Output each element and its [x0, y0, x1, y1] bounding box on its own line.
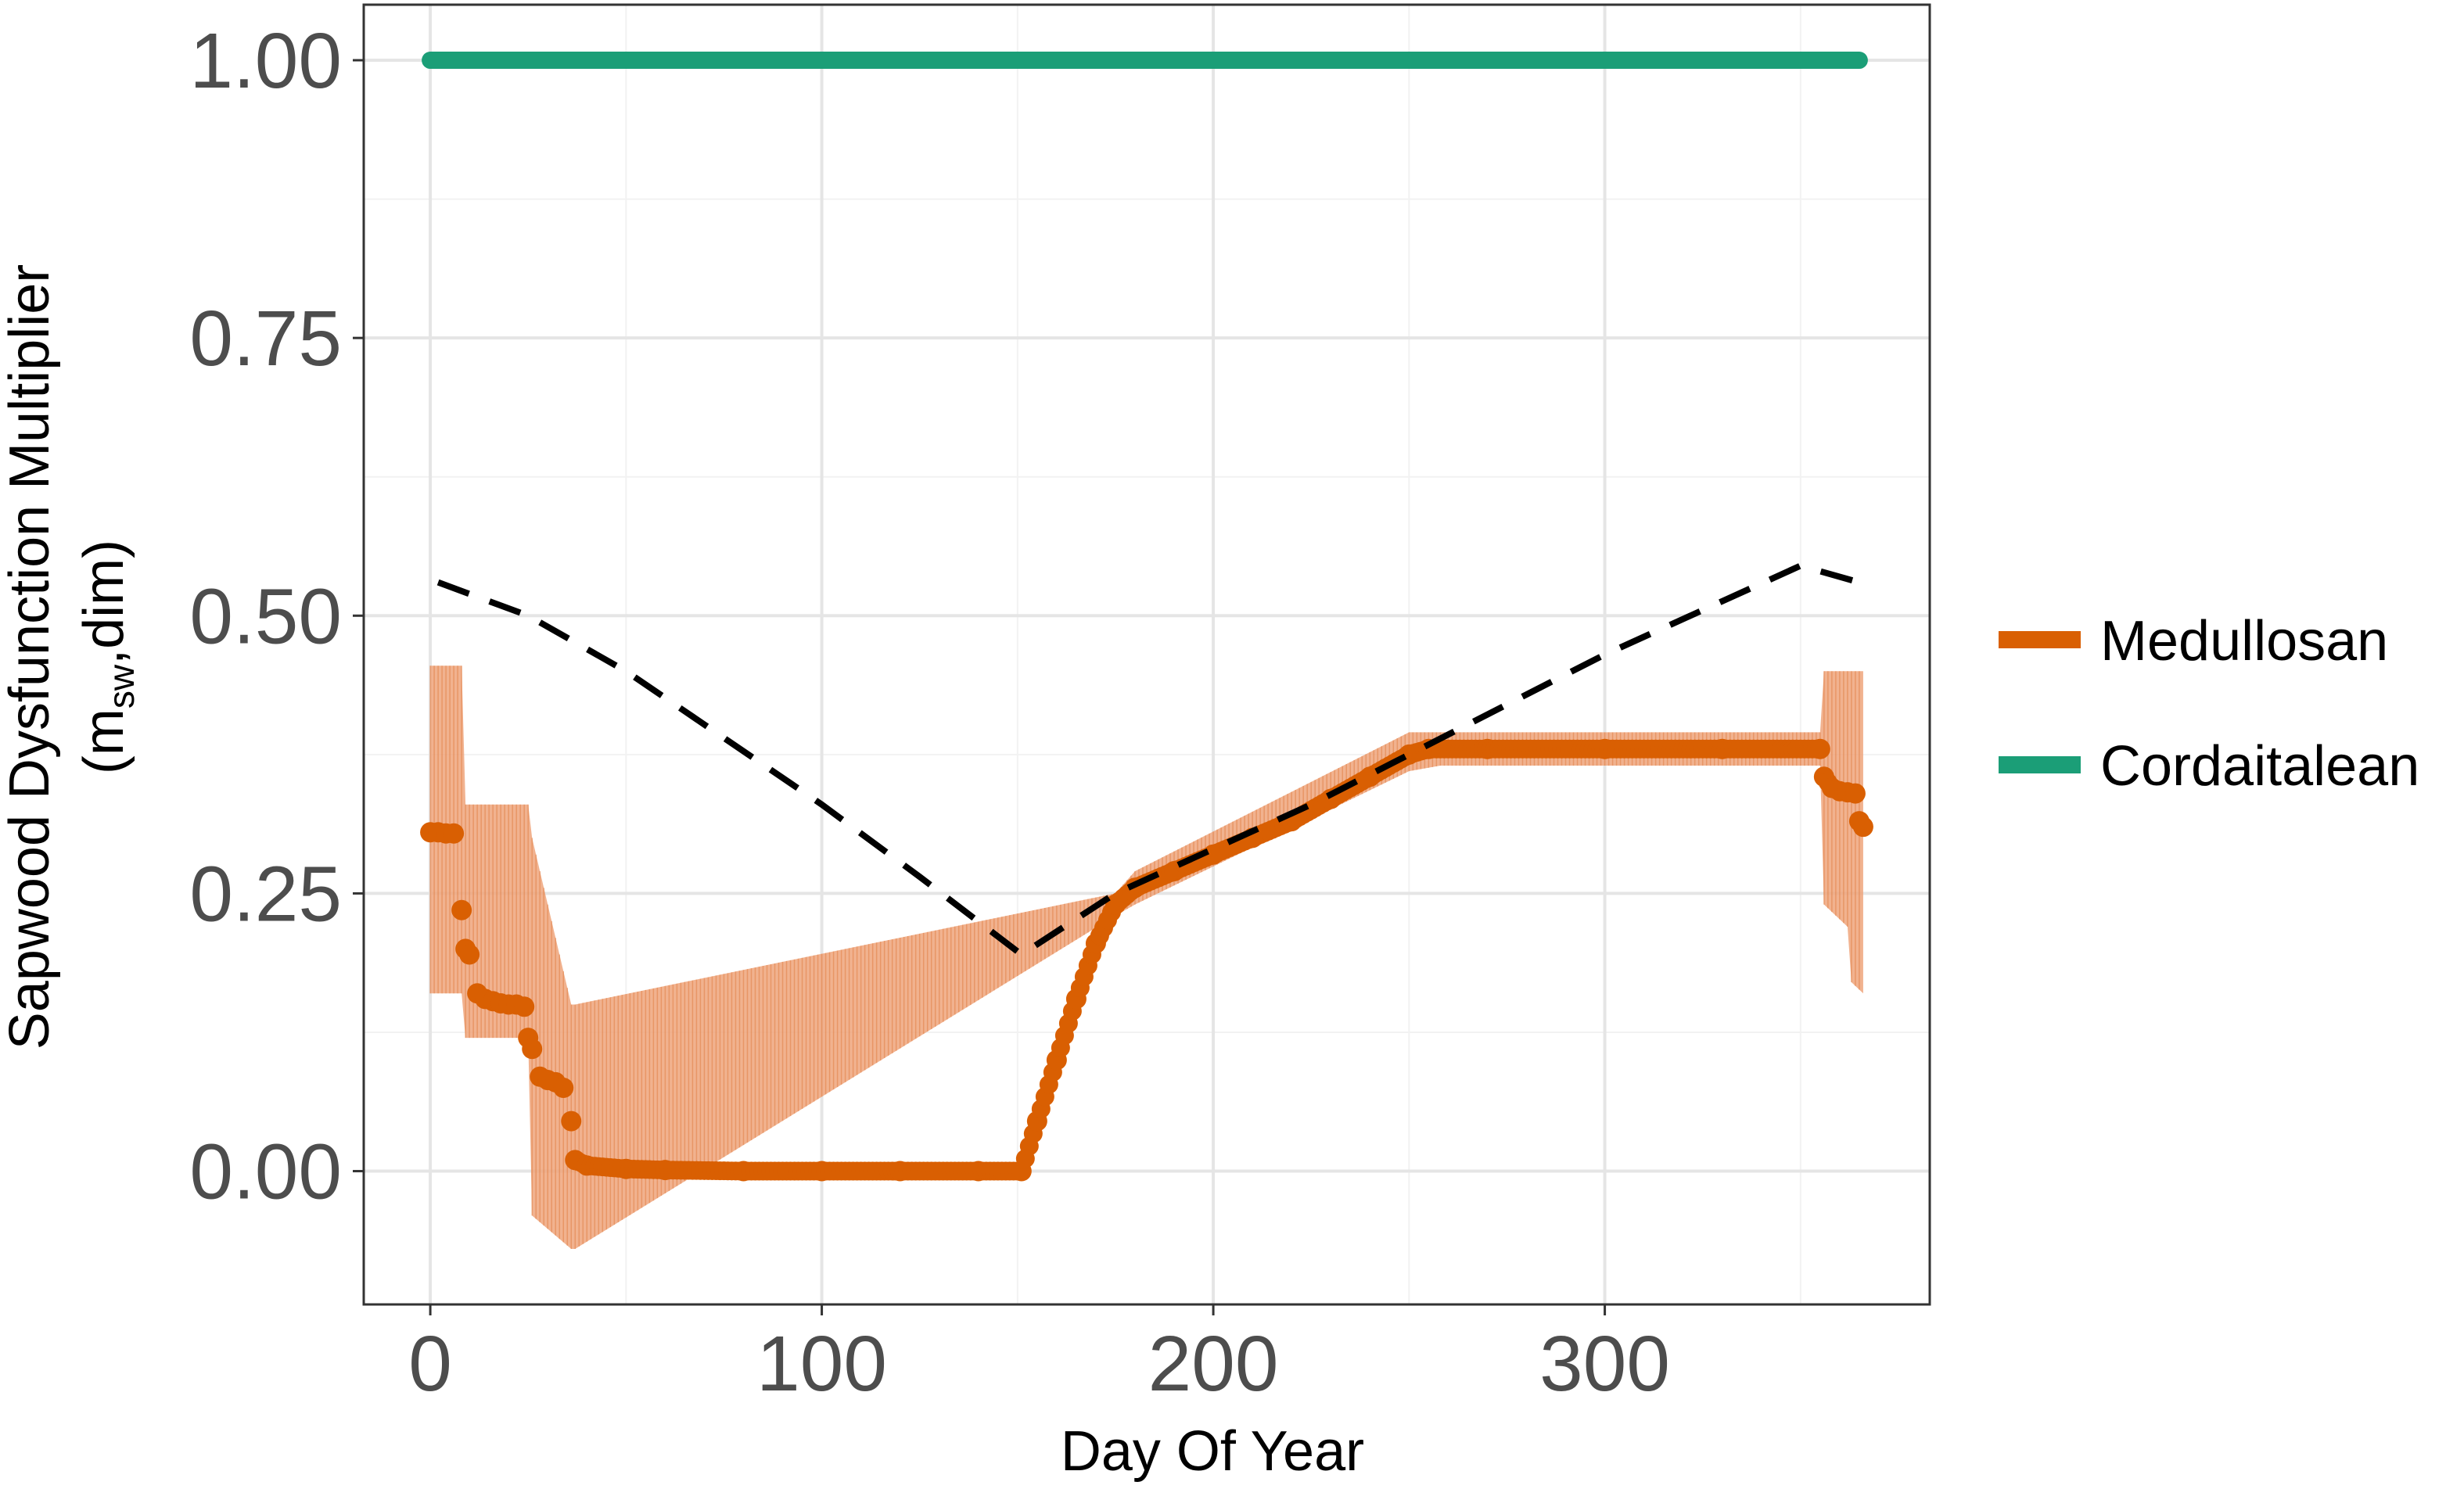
legend: Medullosan Cordaitalean	[1999, 610, 2419, 798]
medullosan-point	[1844, 783, 1866, 804]
plot-panel-border	[362, 3, 1931, 1306]
medullosan-point	[451, 899, 472, 920]
y-axis-title-open: (m	[73, 709, 135, 774]
medullosan-point	[444, 823, 465, 844]
medullosan-point	[459, 944, 480, 965]
medullosan-point	[1809, 738, 1830, 759]
x-tick-label: 300	[1539, 1320, 1670, 1408]
medullosan-point	[1852, 816, 1873, 838]
y-axis-title-main: Sapwood Dysfunction Multiplier	[0, 264, 61, 1049]
x-axis-title: Day Of Year	[1061, 1420, 1364, 1483]
axes: 0 100 200 300 0.00 0.25 0.50 0.75 1.00	[189, 17, 1670, 1408]
medullosan-point	[553, 1078, 574, 1098]
y-axis-title: Sapwood Dysfunction Multiplier (msw,dim)	[0, 264, 142, 1049]
medullosan-band	[430, 666, 1863, 1249]
medullosan-point	[514, 996, 535, 1017]
y-axis-title-rest: ,dim)	[73, 540, 135, 665]
y-tick-label: 0.00	[189, 1128, 342, 1216]
y-axis-title-sub: (msw,dim)	[73, 540, 142, 774]
series	[420, 52, 1873, 1182]
medullosan-point	[561, 1110, 582, 1132]
x-tick-label: 200	[1148, 1320, 1279, 1408]
legend-label-medullosan: Medullosan	[2100, 610, 2388, 673]
y-tick-label: 1.00	[189, 17, 342, 105]
y-tick-label: 0.25	[189, 850, 342, 938]
legend-label-cordaitalean: Cordaitalean	[2100, 735, 2419, 798]
x-tick-label: 100	[756, 1320, 887, 1408]
x-tick-label: 0	[408, 1320, 452, 1408]
medullosan-point	[522, 1039, 543, 1060]
y-tick-label: 0.50	[189, 572, 342, 660]
y-axis-title-subscript: sw	[101, 664, 142, 709]
y-tick-label: 0.75	[189, 295, 342, 382]
